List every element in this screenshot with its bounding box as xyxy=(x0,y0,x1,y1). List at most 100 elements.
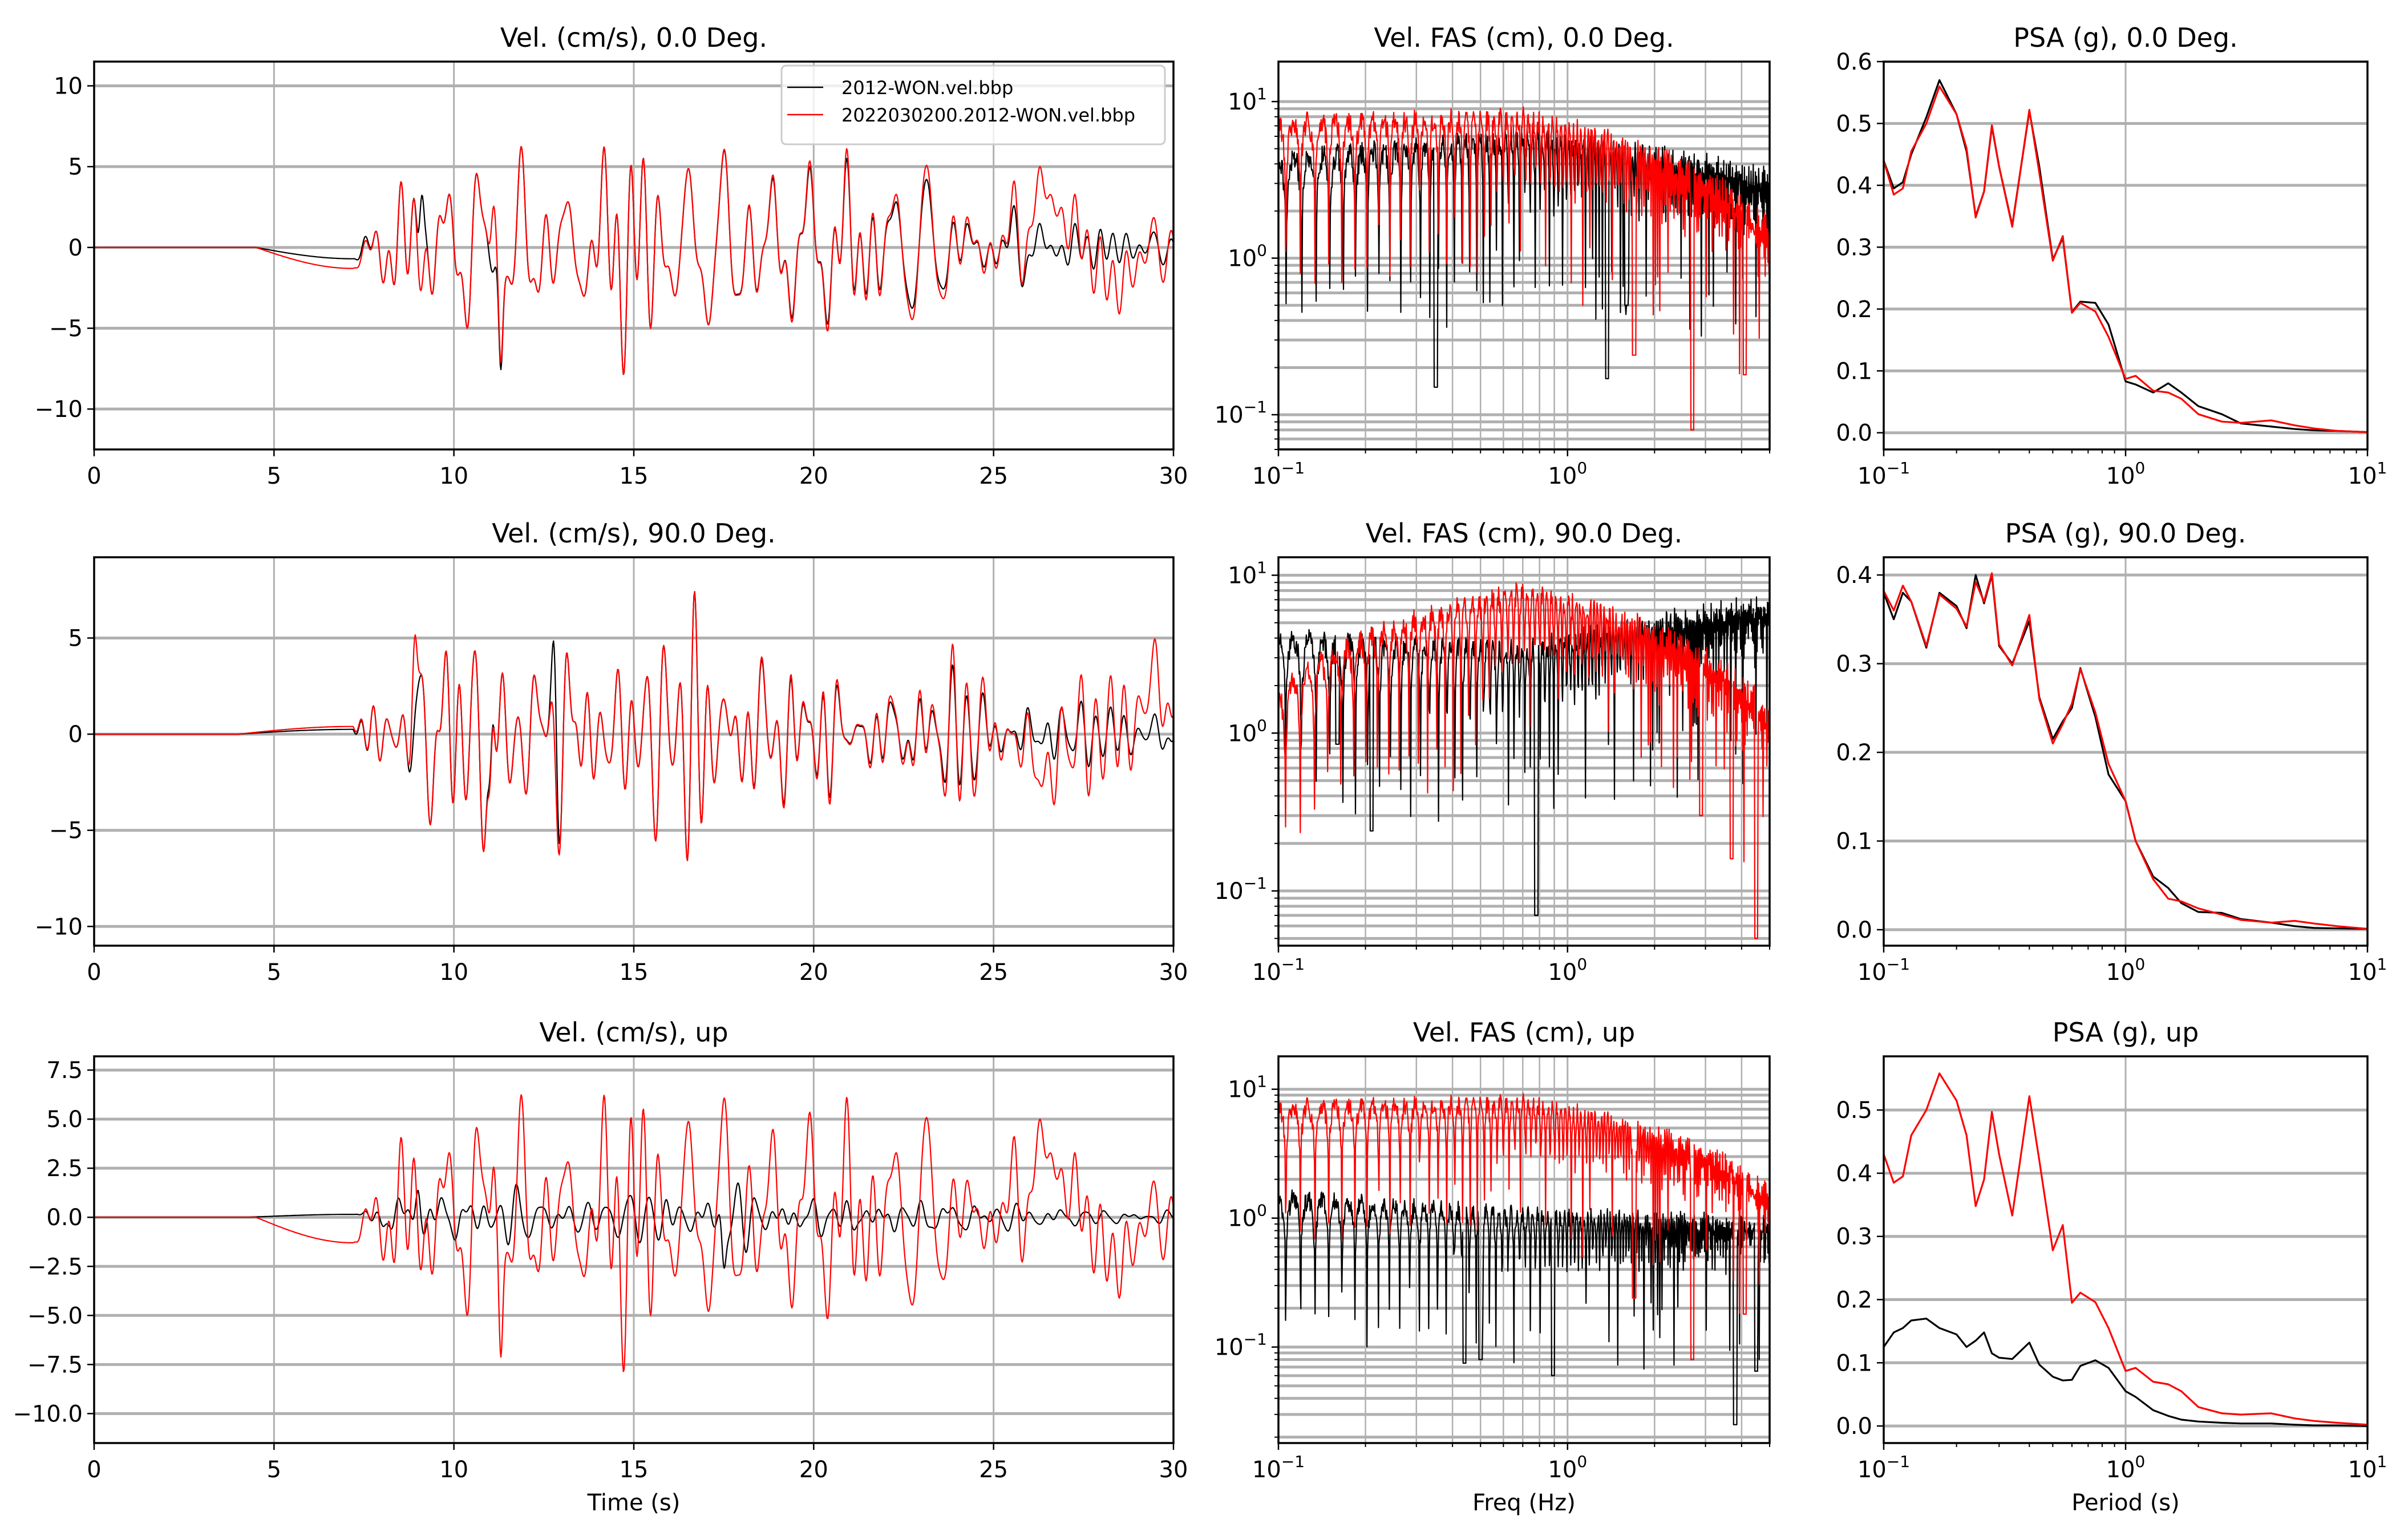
x-tick-label: 25 xyxy=(979,959,1008,986)
x-tick-label: 100 xyxy=(2106,459,2146,489)
y-tick-exponent: −1 xyxy=(1244,398,1267,416)
y-tick-label: 0.1 xyxy=(1836,1350,1872,1376)
y-tick-label: 0.5 xyxy=(1836,111,1872,137)
y-tick-label: 7.5 xyxy=(46,1057,83,1084)
y-tick-exponent: 0 xyxy=(1257,241,1267,260)
y-tick-label: 0.2 xyxy=(1836,740,1872,766)
y-tick-exponent: −1 xyxy=(1244,874,1267,893)
panel-title: Vel. (cm/s), 90.0 Deg. xyxy=(492,518,776,549)
series-line-recorded xyxy=(1278,1189,1770,1425)
x-tick-exponent: 0 xyxy=(2135,1452,2146,1471)
x-tick-exponent: 0 xyxy=(1577,459,1587,477)
x-tick-label: 100 xyxy=(1548,1452,1587,1483)
x-tick-label: 10−1 xyxy=(1252,1452,1305,1483)
series-line-simulated xyxy=(94,591,1173,861)
gridlines xyxy=(94,1056,1173,1443)
x-tick-label: 20 xyxy=(799,1457,828,1483)
series-line-recorded xyxy=(94,1182,1173,1269)
y-tick-label: 5.0 xyxy=(46,1107,83,1133)
x-tick-label: 25 xyxy=(979,463,1008,489)
x-tick-label: 20 xyxy=(799,959,828,986)
x-tick-exponent: −1 xyxy=(1281,955,1305,974)
y-tick-label: 0.1 xyxy=(1836,358,1872,384)
y-tick-label: 0.1 xyxy=(1836,829,1872,855)
panel-psa-0: PSA (g), 0.0 Deg.10−1 100 1010.00.10.20.30… xyxy=(1836,22,2387,489)
x-tick-label: 101 xyxy=(2348,1452,2387,1483)
x-tick-label: 10 xyxy=(439,463,468,489)
axes-frame xyxy=(1277,556,1771,947)
series-line-simulated xyxy=(94,145,1173,375)
x-tick-label: 30 xyxy=(1159,959,1188,986)
y-tick-label: 101 xyxy=(1228,84,1267,115)
y-tick-exponent: 1 xyxy=(1257,1072,1267,1091)
x-tick-label: 10 xyxy=(439,1457,468,1483)
y-tick-label: 100 xyxy=(1228,716,1267,747)
legend-label-simulated: 2022030200.2012-WON.vel.bbp xyxy=(841,104,1135,126)
x-tick-exponent: 1 xyxy=(2377,955,2387,974)
axes-frame xyxy=(1277,60,1771,451)
x-tick-exponent: −1 xyxy=(1281,1452,1305,1471)
gridlines xyxy=(1884,1056,2367,1443)
panel-title: Vel. (cm/s), up xyxy=(539,1017,728,1048)
y-tick-label: 0 xyxy=(68,722,83,748)
y-tick-label: −10 xyxy=(35,396,83,423)
y-tick-label: 0.4 xyxy=(1836,562,1872,589)
x-axis-label: Period (s) xyxy=(2071,1490,2180,1516)
x-axis-label: Freq (Hz) xyxy=(1472,1490,1576,1516)
y-tick-label: 100 xyxy=(1228,1201,1267,1232)
gridlines xyxy=(94,557,1173,946)
x-tick-label: 30 xyxy=(1159,1457,1188,1483)
x-tick-label: 10−1 xyxy=(1857,1452,1910,1483)
x-tick-label: 10−1 xyxy=(1252,955,1305,986)
y-tick-label: 10−1 xyxy=(1215,1330,1267,1361)
y-tick-label: 0.4 xyxy=(1836,1161,1872,1187)
y-tick-label: 5 xyxy=(68,626,83,652)
panel-vel-up: Vel. (cm/s), up 0 5 10 15 20 25 30 −10.0 −7.5 −5.0… xyxy=(13,1017,1188,1516)
x-tick-label: 100 xyxy=(2106,955,2146,986)
legend-label-recorded: 2012-WON.vel.bbp xyxy=(841,77,1013,99)
legend-frame xyxy=(780,64,1166,145)
panel-title: Vel. FAS (cm), up xyxy=(1413,1017,1635,1048)
x-tick-label: 10−1 xyxy=(1857,459,1910,489)
x-tick-label: 101 xyxy=(2348,955,2387,986)
y-tick-label: −10 xyxy=(35,914,83,940)
x-tick-label: 10−1 xyxy=(1857,955,1910,986)
panel-vel-90: Vel. (cm/s), 90.0 Deg. 0 5 10 15 20 25 30 −10 −5 0… xyxy=(35,518,1188,986)
x-tick-exponent: −1 xyxy=(1887,955,1910,974)
y-tick-label: 100 xyxy=(1228,241,1267,272)
x-tick-label: 25 xyxy=(979,1457,1008,1483)
y-tick-label: −7.5 xyxy=(27,1352,83,1378)
x-tick-label: 15 xyxy=(620,1457,649,1483)
panel-psa-90: PSA (g), 90.0 Deg.10−1 100 1010.00.10.20.3… xyxy=(1836,518,2387,986)
x-tick-label: 100 xyxy=(2106,1452,2146,1483)
panel-title: Vel. FAS (cm), 90.0 Deg. xyxy=(1366,518,1683,549)
series-line-simulated xyxy=(1278,1093,1770,1360)
x-tick-label: 100 xyxy=(1548,459,1587,489)
y-tick-label: −10.0 xyxy=(13,1401,83,1427)
y-tick-label: 0 xyxy=(68,235,83,261)
y-tick-label: 2.5 xyxy=(46,1156,83,1182)
y-tick-label: 0.0 xyxy=(1836,420,1872,447)
y-tick-label: 101 xyxy=(1228,1072,1267,1103)
y-tick-label: 0.0 xyxy=(46,1205,83,1231)
y-tick-label: 0.3 xyxy=(1836,1224,1872,1250)
x-tick-label: 5 xyxy=(267,463,281,489)
y-tick-label: 0.5 xyxy=(1836,1097,1872,1124)
series-line-simulated xyxy=(94,1094,1173,1372)
x-tick-exponent: −1 xyxy=(1887,1452,1910,1471)
x-tick-label: 20 xyxy=(799,463,828,489)
x-tick-label: 10 xyxy=(439,959,468,986)
y-tick-label: −5.0 xyxy=(27,1303,83,1329)
panel-vel-0: Vel. (cm/s), 0.0 Deg. 0 5 10 15 20 25 30 −10 −5 0 5… xyxy=(35,22,1188,489)
series-line-simulated xyxy=(1884,1072,2367,1426)
y-tick-label: −2.5 xyxy=(27,1254,83,1280)
x-tick-label: 10−1 xyxy=(1252,459,1305,489)
panel-fas-up: Vel. FAS (cm), up 10−1 100 10−1 100 101 Freq (… xyxy=(1215,1017,1771,1516)
y-tick-label: 10−1 xyxy=(1215,874,1267,905)
series-line-simulated xyxy=(1884,572,2367,930)
y-tick-label: 5 xyxy=(68,154,83,180)
panel-fas-90: Vel. FAS (cm), 90.0 Deg.10−1 10010−110010… xyxy=(1215,518,1771,986)
